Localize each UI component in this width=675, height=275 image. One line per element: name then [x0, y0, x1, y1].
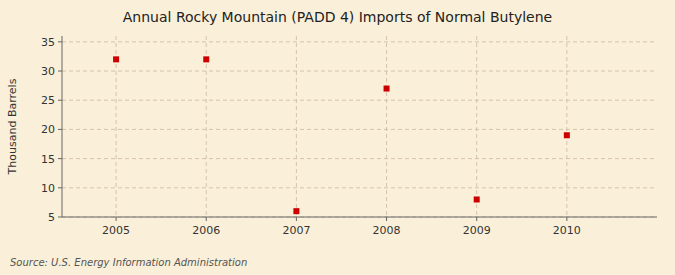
tick-label-y: 10: [41, 182, 55, 195]
points: [113, 56, 570, 214]
grid-line-x: [386, 36, 387, 217]
tick-x: [566, 217, 567, 221]
tick-label-x: 2009: [463, 224, 491, 237]
tick-label-y: 15: [41, 153, 55, 166]
tick-label-x: 2008: [373, 224, 401, 237]
grid-line-x: [206, 36, 207, 217]
tick-x: [116, 217, 117, 221]
tick-x: [476, 217, 477, 221]
tick-y: [58, 41, 62, 42]
tick-label-x: 2007: [282, 224, 310, 237]
point: [113, 56, 119, 62]
chart: 5 10 15 20 25 30 35 2005 2006 2007 2008 2009 2010 Ann…: [0, 0, 675, 275]
axis-x: [62, 217, 657, 218]
point: [203, 56, 209, 62]
title: Annual Rocky Mountain (PADD 4) Imports o…: [123, 9, 552, 25]
tick-x: [386, 217, 387, 221]
axes: 5 10 15 20 25 30 35 2005 2006 2007 2008 2009 2010: [41, 36, 657, 237]
grid-line-x: [116, 36, 117, 217]
grid-line-y: [62, 41, 657, 42]
tick-y: [58, 158, 62, 159]
tick-label-y: 35: [41, 36, 55, 49]
tick-y: [58, 71, 62, 72]
grid-line-y: [62, 129, 657, 130]
tick-y: [58, 187, 62, 188]
tick-x: [296, 217, 297, 221]
source: Source: U.S. Energy Information Administ…: [10, 257, 247, 268]
point: [293, 208, 299, 214]
tick-x: [206, 217, 207, 221]
axis-y: [62, 36, 63, 217]
tick-y: [58, 217, 62, 218]
tick-label-x: 2006: [192, 224, 220, 237]
grid-line-y: [62, 187, 657, 188]
axis-label-y: Thousand Barrels: [6, 78, 19, 175]
grid: [62, 36, 657, 217]
grid-line-x: [566, 36, 567, 217]
tick-y: [58, 100, 62, 101]
point: [474, 196, 480, 202]
background: [0, 0, 675, 275]
point: [384, 86, 390, 92]
tick-label-x: 2010: [553, 224, 581, 237]
grid-line-y: [62, 71, 657, 72]
grid-line-x: [296, 36, 297, 217]
tick-label-x: 2005: [102, 224, 130, 237]
tick-label-y: 25: [41, 94, 55, 107]
tick-label-y: 5: [48, 211, 55, 224]
grid-line-y: [62, 158, 657, 159]
tick-label-y: 30: [41, 65, 55, 78]
grid-line-y: [62, 217, 657, 218]
tick-y: [58, 129, 62, 130]
grid-line-x: [476, 36, 477, 217]
point: [564, 132, 570, 138]
grid-line-y: [62, 100, 657, 101]
tick-label-y: 20: [41, 123, 55, 136]
